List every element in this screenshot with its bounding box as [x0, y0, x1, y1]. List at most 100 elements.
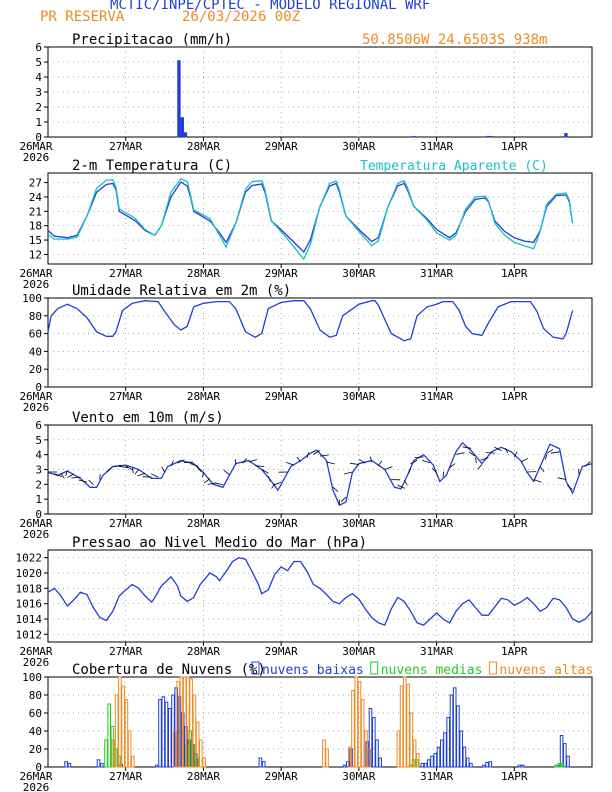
x-tick-label: 29MAR [265, 390, 298, 403]
panel-title-rh: Umidade Relativa em 2m (%) [72, 283, 291, 299]
bar [406, 683, 410, 768]
bar [64, 761, 68, 768]
y-tick-label: 5 [35, 434, 42, 447]
y-tick-label: 1016 [16, 598, 43, 611]
wind-arrow [273, 481, 282, 486]
panel-frame-rh [47, 297, 593, 388]
bar [195, 721, 200, 768]
x-tick-label: 30MAR [342, 267, 375, 280]
y-tick-label: 3 [35, 464, 42, 477]
bar [449, 694, 454, 768]
wind-arrow [261, 469, 269, 474]
bar [131, 755, 135, 768]
y-tick-label: 1022 [16, 552, 43, 565]
x-tick-label: 31MAR [420, 770, 453, 783]
bar [375, 739, 379, 768]
bar [452, 687, 457, 768]
bar [261, 761, 266, 768]
panel-frame-wind [47, 424, 593, 515]
x-tick-label: 29MAR [265, 267, 298, 280]
bar [367, 748, 371, 768]
bar [560, 762, 565, 768]
y-tick-label: 100 [22, 671, 42, 684]
bar [554, 764, 558, 768]
y-tick-label: 6 [35, 419, 42, 432]
bar [258, 757, 263, 768]
wind-arrow [332, 486, 339, 492]
legend-swatch [251, 661, 260, 675]
series-line-vento [47, 441, 593, 506]
wind-arrow [520, 458, 529, 463]
x-start-label: 26MAR [19, 517, 52, 530]
wind-arrow [513, 451, 518, 458]
y-tick-label: 27 [29, 177, 42, 190]
bar [482, 764, 486, 768]
bar [121, 685, 125, 768]
series-line-temperatura-aparente [47, 177, 574, 261]
wind-arrow [340, 496, 347, 502]
x-tick-label: 1APR [501, 267, 528, 280]
bar [489, 136, 494, 138]
x-tick-label: 31MAR [420, 140, 453, 153]
x-tick-label: 28MAR [187, 645, 220, 658]
bar [124, 699, 129, 768]
wind-arrow [319, 454, 329, 457]
wind-arrow [462, 446, 472, 449]
y-tick-label: 6 [35, 41, 42, 54]
y-tick-label: 60 [29, 328, 42, 341]
series-line-umidade-relativa [47, 300, 574, 342]
bar [566, 755, 570, 768]
x-tick-label: 30MAR [342, 517, 375, 530]
panel-frame-clouds [47, 676, 593, 768]
bar [177, 60, 181, 138]
wind-arrow [88, 479, 94, 485]
bar [563, 743, 567, 768]
wind-arrow [504, 447, 509, 454]
coords-label: 50.8506W 24.6503S 938m [362, 32, 547, 48]
bar [423, 762, 428, 768]
x-start-label: 26MAR [19, 267, 52, 280]
bar [104, 739, 108, 768]
x-tick-label: 31MAR [420, 517, 453, 530]
bar [164, 701, 169, 768]
wind-arrow [54, 473, 63, 478]
y-tick-label: 0 [35, 131, 42, 144]
y-tick-label: 15 [29, 234, 42, 247]
y-tick-label: 40 [29, 345, 42, 358]
bar [564, 133, 568, 138]
bar [465, 757, 470, 768]
wind-arrow [384, 466, 393, 470]
panel-title-temp: 2-m Temperatura (C) [72, 158, 232, 174]
wind-arrow [421, 460, 431, 464]
bar [409, 712, 414, 768]
wind-arrow [494, 446, 502, 451]
y-tick-label: 80 [29, 310, 42, 323]
wind-arrow [313, 450, 321, 455]
bar [114, 694, 119, 768]
wind-arrow [255, 465, 265, 467]
x-tick-label: 1APR [501, 645, 528, 658]
wind-arrow [106, 467, 112, 473]
bar [173, 730, 177, 768]
x-tick-label: 30MAR [342, 390, 375, 403]
y-tick-label: 2 [35, 478, 42, 491]
x-tick-label: 29MAR [265, 517, 298, 530]
wind-arrow [442, 471, 445, 478]
y-tick-label: 3 [35, 86, 42, 99]
x-tick-label: 29MAR [265, 770, 298, 783]
y-tick-label: 21 [29, 205, 42, 218]
bar [161, 696, 166, 768]
x-tick-label: 27MAR [109, 140, 142, 153]
wind-arrow [134, 469, 140, 475]
x-start-year: 2026 [23, 278, 50, 291]
y-tick-label: 1012 [16, 628, 43, 641]
bar [168, 708, 172, 768]
bar [378, 757, 382, 768]
y-tick-label: 12 [29, 248, 42, 261]
bar [416, 753, 420, 768]
wind-arrow [271, 483, 276, 489]
bar [155, 764, 159, 768]
panel-title-wind: Vento em 10m (m/s) [72, 410, 224, 426]
run-date-label: 26/03/2026 00Z [182, 9, 301, 25]
